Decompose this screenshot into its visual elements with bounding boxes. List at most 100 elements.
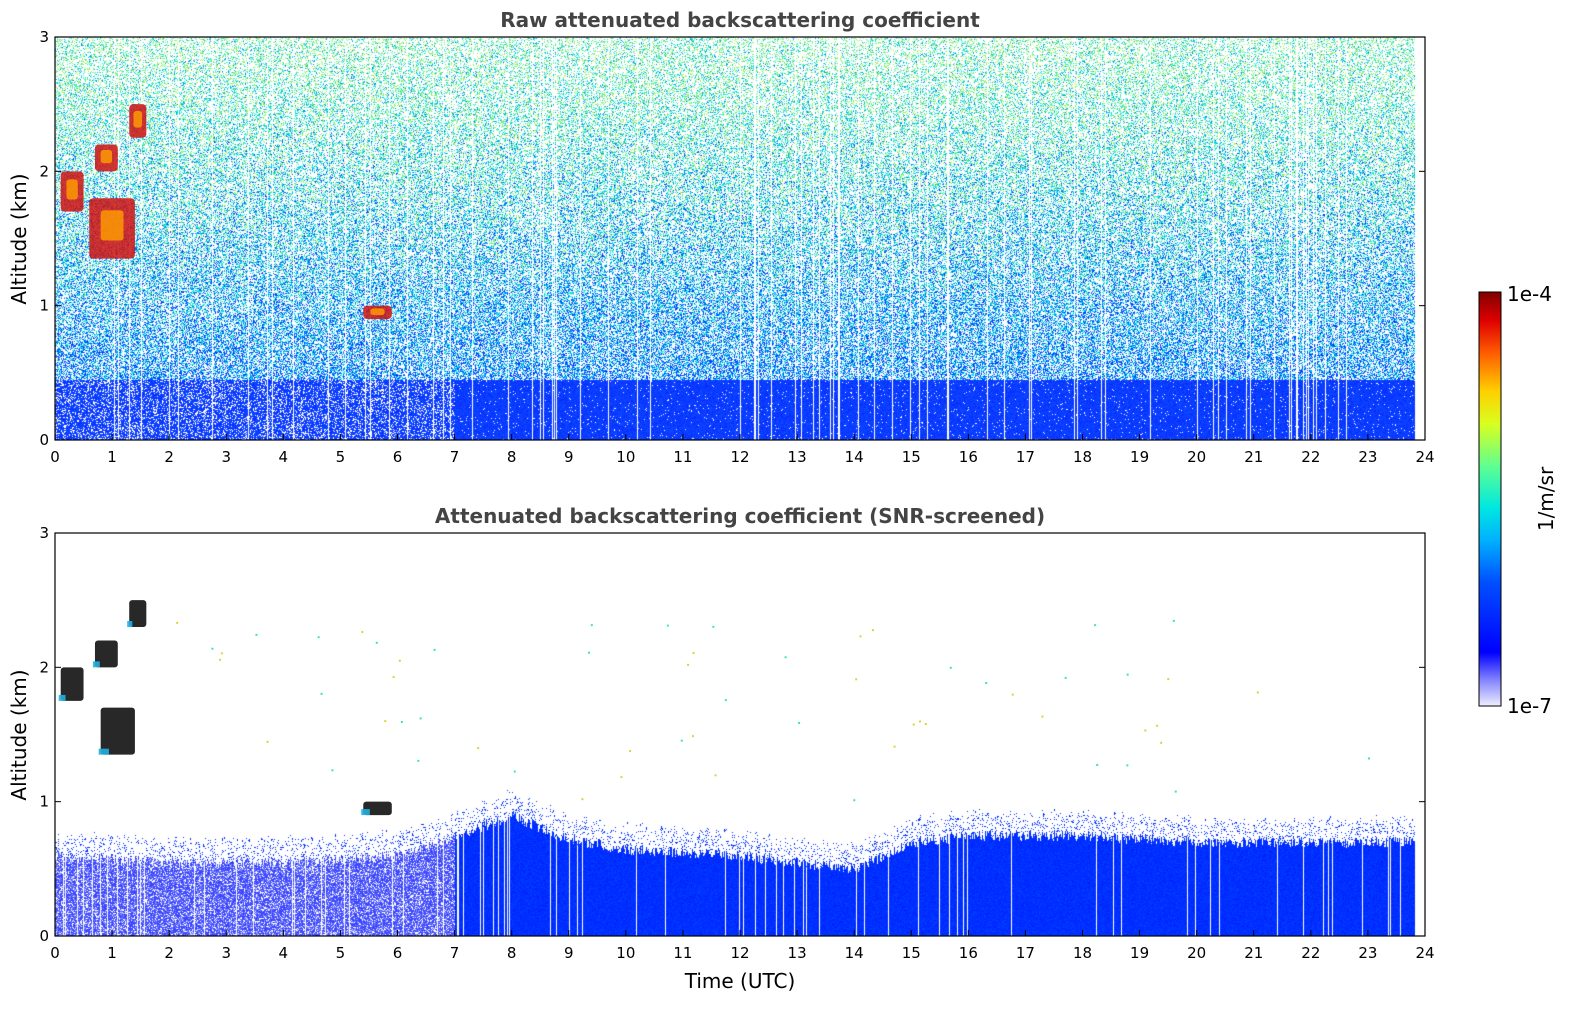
noise-speck (219, 658, 222, 661)
noise-speck (692, 735, 695, 738)
cloud-edge (58, 694, 66, 701)
panel-screened: Attenuated backscattering coefficient (S… (7, 504, 1435, 993)
cloud-core (100, 210, 124, 241)
noise-speck (211, 647, 214, 650)
noise-speck (1126, 673, 1129, 676)
noise-speck (853, 799, 856, 802)
noise-speck (712, 625, 715, 628)
x-tick-label: 24 (1415, 944, 1434, 962)
colorbar-gradient (1478, 291, 1502, 707)
panel-raw-title: Raw attenuated backscattering coefficien… (500, 8, 980, 32)
colorbar-unit-label: 1/m/sr (1534, 466, 1558, 531)
panel-screened-xlabel: Time (UTC) (684, 969, 796, 993)
x-tick-label: 18 (1073, 448, 1092, 466)
cloud-edge (98, 748, 109, 755)
panel-screened-ylabel: Altitude (km) (7, 669, 31, 800)
x-tick-label: 24 (1415, 448, 1434, 466)
noise-speck (1156, 724, 1159, 727)
noise-speck (1096, 763, 1099, 766)
cloud-patch (129, 600, 147, 628)
noise-speck (1167, 678, 1170, 681)
y-tick-label: 0 (39, 927, 49, 945)
colorbar-min-label: 1e-7 (1507, 694, 1552, 718)
x-tick-label: 16 (959, 448, 978, 466)
noise-speck (1011, 693, 1014, 696)
y-tick-label: 2 (39, 162, 49, 180)
x-tick-label: 14 (845, 944, 864, 962)
noise-speck (680, 739, 683, 742)
noise-speck (513, 770, 516, 773)
noise-speck (918, 720, 921, 723)
x-tick-label: 8 (507, 448, 517, 466)
noise-speck (714, 774, 717, 777)
noise-speck (985, 682, 988, 685)
x-tick-label: 23 (1358, 944, 1377, 962)
x-tick-label: 11 (673, 944, 692, 962)
cloud-core (100, 149, 113, 164)
noise-speck (724, 699, 727, 702)
x-tick-label: 17 (1016, 944, 1035, 962)
panel-screened-title: Attenuated backscattering coefficient (S… (435, 504, 1045, 528)
panel-screened-heatmap (55, 533, 1425, 936)
noise-speck (375, 641, 378, 644)
noise-speck (949, 666, 952, 669)
colorbar: 1e-4 1e-7 1/m/sr (1478, 282, 1558, 718)
y-tick-label: 1 (39, 793, 49, 811)
panel-raw-heatmap (55, 37, 1425, 440)
x-tick-label: 0 (50, 448, 60, 466)
cloud-patch (94, 640, 118, 668)
noise-speck (1094, 624, 1097, 627)
x-tick-label: 21 (1244, 448, 1263, 466)
x-tick-label: 2 (164, 448, 174, 466)
x-tick-label: 8 (507, 944, 517, 962)
x-tick-label: 12 (730, 448, 749, 466)
x-tick-label: 5 (336, 448, 346, 466)
x-tick-label: 13 (788, 448, 807, 466)
x-tick-label: 18 (1073, 944, 1092, 962)
noise-speck (320, 692, 323, 695)
noise-speck (392, 676, 395, 679)
noise-speck (692, 651, 695, 654)
cloud-edge (127, 621, 133, 628)
noise-speck (1041, 715, 1044, 718)
x-tick-label: 22 (1301, 944, 1320, 962)
y-tick-label: 3 (39, 524, 49, 542)
x-tick-label: 11 (673, 448, 692, 466)
noise-speck (912, 723, 915, 726)
x-tick-label: 19 (1130, 448, 1149, 466)
cloud-patch (100, 707, 135, 755)
noise-speck (400, 720, 403, 723)
cloud-core (133, 110, 143, 128)
noise-speck (1368, 757, 1371, 760)
x-tick-label: 7 (450, 944, 460, 962)
cloud-edge (92, 661, 100, 668)
noise-speck (1256, 691, 1259, 694)
x-tick-label: 13 (788, 944, 807, 962)
x-tick-label: 15 (902, 448, 921, 466)
screened-backscatter-image (55, 533, 1425, 936)
noise-speck (855, 678, 858, 681)
noise-speck (266, 740, 269, 743)
noise-speck (384, 720, 387, 723)
colorbar-max-label: 1e-4 (1507, 282, 1552, 306)
x-tick-label: 6 (393, 448, 403, 466)
noise-speck (798, 722, 801, 725)
noise-speck (477, 747, 480, 750)
x-tick-label: 16 (959, 944, 978, 962)
noise-speck (784, 656, 787, 659)
noise-speck (859, 635, 862, 638)
x-tick-label: 3 (221, 944, 231, 962)
x-tick-label: 23 (1358, 448, 1377, 466)
x-tick-label: 7 (450, 448, 460, 466)
x-tick-label: 20 (1187, 448, 1206, 466)
noise-speck (176, 621, 179, 624)
x-tick-label: 1 (107, 944, 117, 962)
x-tick-label: 3 (221, 448, 231, 466)
noise-speck (220, 652, 223, 655)
noise-speck (1172, 619, 1175, 622)
panel-screened-x-ticks: 0 1 2 3 4 5 6 7 8 9 10 11 12 13 14 15 16 17 18 19 20 21 22 23 24 (50, 930, 1435, 962)
x-tick-label: 10 (616, 944, 635, 962)
noise-speck (419, 717, 422, 720)
cloud-edge (361, 809, 370, 816)
cloud-patch (363, 801, 392, 816)
